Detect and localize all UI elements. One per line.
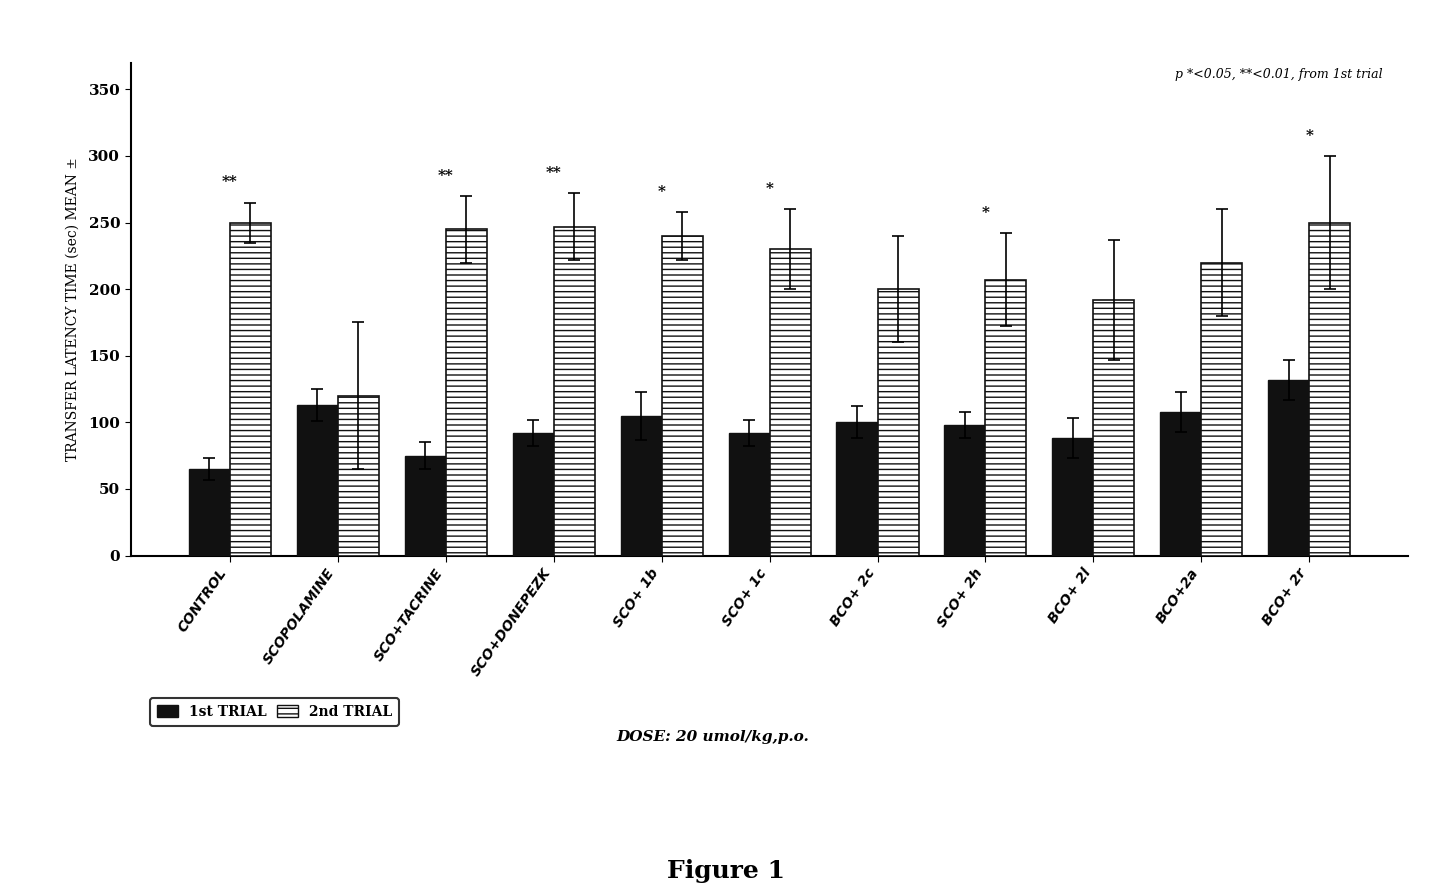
Text: **: ** <box>222 176 238 189</box>
Bar <box>729 433 770 556</box>
Bar <box>229 222 272 556</box>
Legend:  1st TRIAL,  2nd TRIAL: 1st TRIAL, 2nd TRIAL <box>151 698 399 726</box>
Bar <box>620 416 662 556</box>
Bar <box>1268 380 1310 556</box>
Bar <box>513 433 553 556</box>
Text: *: * <box>765 182 774 196</box>
Text: *: * <box>1305 129 1313 142</box>
Text: *: * <box>982 206 989 220</box>
Bar <box>189 469 229 556</box>
Bar <box>553 227 595 556</box>
Text: *: * <box>658 185 665 199</box>
Text: **: ** <box>546 166 562 180</box>
Bar <box>446 229 486 556</box>
Bar <box>296 405 338 556</box>
Bar <box>944 425 986 556</box>
Bar <box>986 280 1027 556</box>
Bar <box>836 422 877 556</box>
Bar <box>1160 411 1201 556</box>
Bar <box>1201 263 1243 556</box>
Bar <box>877 289 919 556</box>
Text: p *<0.05, **<0.01, from 1st trial: p *<0.05, **<0.01, from 1st trial <box>1175 67 1382 81</box>
Bar <box>338 396 379 556</box>
Text: Figure 1: Figure 1 <box>666 858 786 883</box>
Text: **: ** <box>439 168 453 183</box>
Y-axis label: TRANSFER LATENCY TIME (sec) MEAN ±: TRANSFER LATENCY TIME (sec) MEAN ± <box>65 157 80 461</box>
Bar <box>1310 222 1350 556</box>
Bar <box>405 456 446 556</box>
Bar <box>770 249 810 556</box>
Bar <box>1093 300 1134 556</box>
Bar <box>662 236 703 556</box>
Bar <box>1053 438 1093 556</box>
Text: DOSE: 20 umol/kg,p.o.: DOSE: 20 umol/kg,p.o. <box>616 730 809 745</box>
